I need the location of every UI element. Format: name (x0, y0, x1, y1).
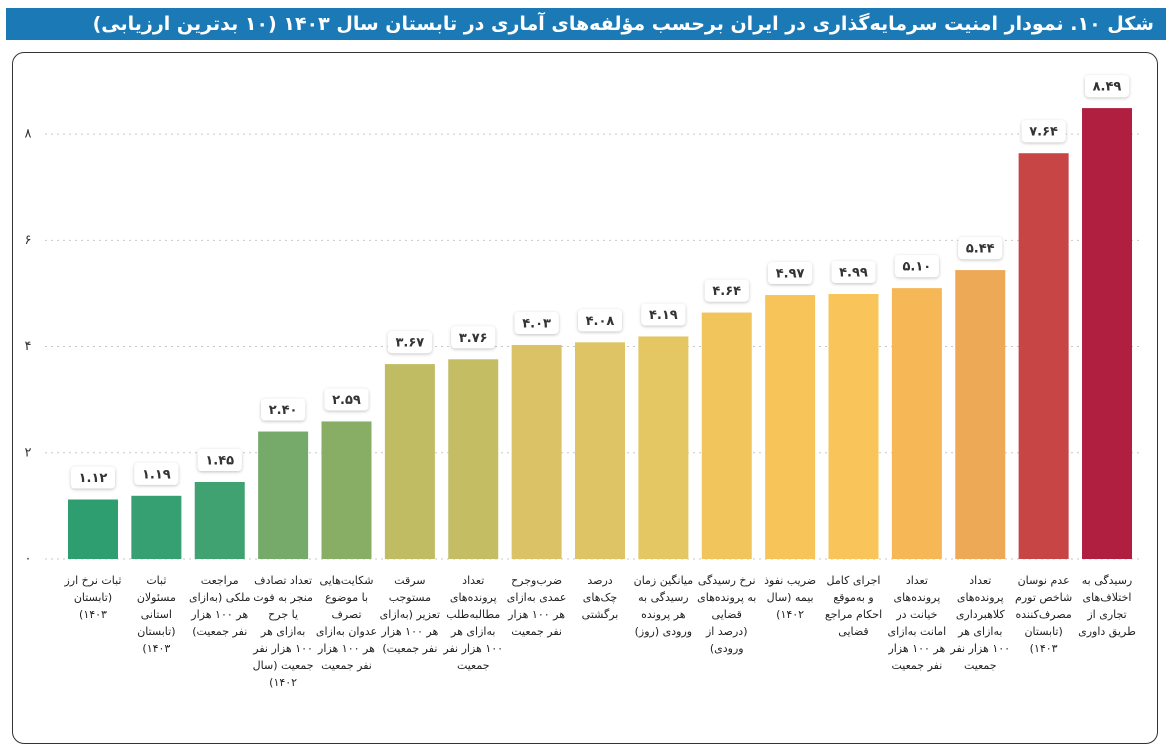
y-tick-label: ۴ (25, 339, 32, 354)
x-tick-label: مراجعت ملکی (به‌ازای هر ۱۰۰ هزار نفر جمع… (188, 574, 251, 638)
value-label-box (451, 326, 496, 349)
bar (701, 312, 752, 559)
bar (194, 481, 245, 559)
value-label-box (768, 262, 813, 285)
value-label-box (134, 462, 179, 485)
y-tick-label: ۸ (25, 127, 32, 142)
bar (1018, 153, 1069, 559)
value-label: ۱.۴۵ (205, 453, 234, 468)
bar (765, 295, 816, 559)
x-tick-label: نرخ رسیدگی به پرونده‌های قضایی (درصد از … (697, 574, 757, 655)
value-label-box (831, 260, 876, 283)
bar (828, 293, 879, 559)
x-tick-label: رسیدگی به اختلاف‌های تجاری از طریق داوری (1078, 574, 1136, 638)
value-label-box (261, 398, 306, 421)
value-label: ۲.۵۹ (332, 393, 361, 408)
bar (384, 364, 435, 559)
value-label-box (641, 303, 686, 326)
x-tick-label: تعداد پرونده‌های کلاهبرداری به‌ازای هر ۱… (950, 574, 1011, 672)
x-tick-label: ثبات مسئولان استانی (تابستان ۱۴۰۳) (136, 574, 176, 655)
value-label-box (324, 388, 369, 411)
bar (511, 344, 562, 559)
x-tick-label: ثبات نرخ ارز (تابستان ۱۴۰۳) (64, 574, 122, 621)
value-label: ۴.۶۴ (712, 284, 741, 299)
value-label: ۵.۱۰ (903, 260, 932, 275)
value-label: ۳.۶۷ (395, 336, 424, 351)
value-label: ۷.۶۴ (1029, 125, 1058, 140)
value-label: ۱.۱۹ (142, 467, 171, 482)
value-label-box (1085, 75, 1130, 98)
bar (638, 336, 689, 559)
bar (891, 288, 942, 559)
value-label: ۴.۰۸ (586, 314, 615, 329)
value-label-box (514, 311, 559, 334)
x-tick-label: شکایت‌هایی با موضوع تصرف عدوان به‌ازای ه… (315, 574, 378, 672)
value-label-box (958, 237, 1003, 260)
bar (258, 431, 309, 559)
value-label: ۲.۴۰ (269, 403, 298, 418)
value-label: ۳.۷۶ (459, 331, 488, 346)
value-label: ۴.۰۳ (522, 316, 551, 331)
value-label-box (704, 279, 749, 302)
value-label-box (578, 309, 622, 332)
bar (1082, 108, 1133, 559)
value-label: ۴.۹۹ (839, 265, 868, 280)
x-tick-label: ضریب نفوذ بیمه (سال ۱۴۰۲) (764, 574, 817, 621)
chart-frame (12, 52, 1158, 744)
y-tick-label: ۲ (25, 445, 32, 460)
x-tick-label: تعداد پرونده‌های خیانت در امانت به‌ازای … (887, 574, 947, 672)
x-tick-label: سرقت مستوجب تعزیر (به‌ازای هر ۱۰۰ هزار ن… (379, 574, 441, 655)
x-tick-label: اجرای کامل و به‌موقع احکام مراجع قضایی (824, 574, 883, 638)
x-tick-label: تعداد تصادف منجر به فوت یا جرح به‌ازای ه… (252, 574, 314, 689)
y-tick-label: ۶ (25, 233, 32, 248)
bar (131, 495, 182, 559)
value-label-box (1021, 120, 1066, 143)
value-label-box (70, 466, 115, 489)
value-label: ۵.۴۴ (966, 242, 995, 257)
bar (67, 499, 118, 559)
x-tick-label: درصد چک‌های برگشتی (581, 574, 619, 621)
x-tick-label: تعداد پرونده‌های مطالبه‌طلب به‌ازای هر ۱… (443, 574, 504, 672)
chart-title: شکل ۱۰. نمودار امنیت سرمایه‌گذاری در ایر… (6, 8, 1166, 40)
x-tick-label: میانگین زمان رسیدگی به هر پرونده ورودی (… (633, 574, 694, 638)
value-label-box (197, 448, 242, 471)
x-tick-label: عدم نوسان شاخص تورم مصرف‌کننده (تابستان … (1015, 574, 1073, 655)
value-label-box (387, 331, 432, 354)
value-label-box (894, 255, 939, 278)
bar (321, 421, 372, 559)
bar (448, 359, 499, 559)
value-label: ۸.۴۹ (1093, 80, 1122, 95)
bar (575, 342, 625, 559)
value-label: ۴.۱۹ (649, 308, 678, 323)
value-label: ۴.۹۷ (776, 267, 805, 282)
value-label: ۱.۱۲ (79, 471, 108, 486)
y-tick-label: ۰ (25, 552, 32, 567)
bar (955, 270, 1006, 559)
x-tick-label: ضرب‌وجرح عمدی به‌ازای هر ۱۰۰ هزار نفر جم… (506, 574, 567, 638)
